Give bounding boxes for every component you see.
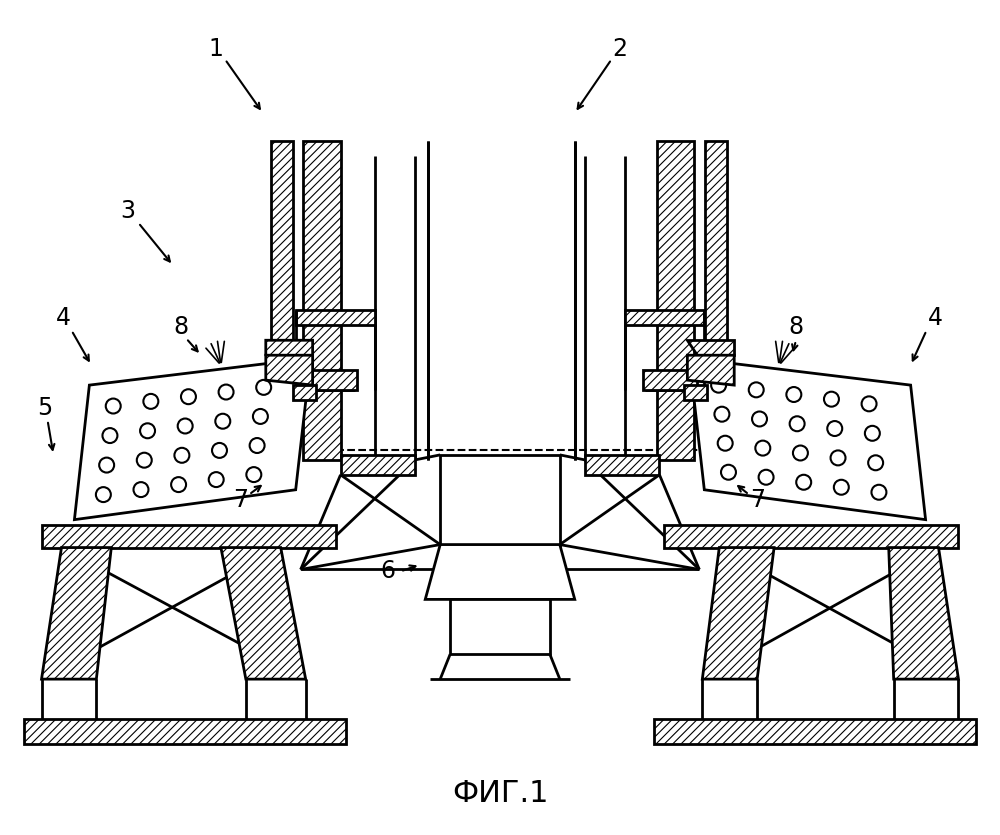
Circle shape [212, 443, 227, 458]
Circle shape [137, 453, 152, 468]
Polygon shape [341, 455, 415, 475]
Polygon shape [687, 355, 734, 385]
Circle shape [102, 428, 117, 443]
Polygon shape [702, 548, 774, 679]
Polygon shape [625, 311, 704, 326]
Circle shape [711, 377, 726, 392]
Circle shape [752, 412, 767, 427]
Circle shape [865, 426, 880, 441]
Circle shape [256, 380, 271, 395]
Polygon shape [440, 455, 560, 544]
Circle shape [209, 472, 224, 487]
Polygon shape [293, 385, 316, 400]
Text: 7: 7 [750, 488, 765, 512]
Circle shape [824, 392, 839, 407]
Circle shape [250, 438, 265, 453]
Circle shape [871, 485, 886, 499]
Polygon shape [429, 141, 574, 460]
Text: 8: 8 [174, 316, 189, 339]
Polygon shape [296, 311, 375, 326]
Circle shape [793, 446, 808, 460]
Circle shape [834, 480, 849, 494]
Polygon shape [42, 548, 111, 679]
Polygon shape [271, 141, 293, 460]
Circle shape [181, 389, 196, 404]
Polygon shape [585, 455, 659, 475]
Circle shape [106, 398, 121, 413]
Circle shape [759, 470, 774, 484]
Text: 4: 4 [928, 306, 943, 331]
Text: 8: 8 [788, 316, 804, 339]
Text: 7: 7 [233, 488, 248, 512]
Text: 3: 3 [121, 199, 136, 223]
Circle shape [140, 423, 155, 438]
Circle shape [827, 421, 842, 436]
Polygon shape [425, 544, 575, 600]
Circle shape [749, 382, 764, 397]
Circle shape [868, 455, 883, 470]
Polygon shape [24, 719, 346, 744]
Circle shape [714, 407, 729, 422]
Circle shape [831, 450, 846, 465]
Text: ФИГ.1: ФИГ.1 [452, 779, 548, 808]
Polygon shape [303, 370, 357, 390]
Circle shape [99, 458, 114, 473]
Circle shape [718, 436, 733, 451]
Polygon shape [74, 358, 311, 519]
Polygon shape [643, 370, 697, 390]
Text: 4: 4 [56, 306, 71, 331]
Circle shape [253, 409, 268, 424]
Circle shape [796, 475, 811, 489]
Circle shape [786, 387, 801, 402]
Polygon shape [684, 385, 707, 400]
Polygon shape [221, 548, 306, 679]
Text: 2: 2 [612, 38, 627, 61]
Circle shape [755, 441, 770, 456]
Circle shape [215, 414, 230, 428]
Text: 5: 5 [37, 396, 52, 420]
Circle shape [134, 482, 148, 497]
Polygon shape [654, 719, 976, 744]
Circle shape [171, 477, 186, 492]
Polygon shape [450, 600, 550, 654]
Circle shape [219, 385, 234, 399]
Circle shape [96, 487, 111, 502]
Polygon shape [657, 141, 694, 460]
Polygon shape [689, 358, 926, 519]
Polygon shape [705, 141, 727, 460]
Polygon shape [303, 141, 341, 460]
Text: 6: 6 [381, 559, 396, 584]
Circle shape [178, 418, 193, 433]
Polygon shape [266, 355, 313, 385]
Circle shape [721, 465, 736, 480]
Polygon shape [42, 524, 336, 548]
Polygon shape [664, 524, 958, 548]
Circle shape [143, 394, 158, 409]
Polygon shape [266, 340, 313, 365]
Polygon shape [687, 340, 734, 355]
Circle shape [174, 448, 189, 463]
Circle shape [790, 417, 805, 431]
Circle shape [862, 397, 877, 412]
Circle shape [246, 467, 261, 482]
Text: 1: 1 [209, 38, 223, 61]
Polygon shape [889, 548, 958, 679]
